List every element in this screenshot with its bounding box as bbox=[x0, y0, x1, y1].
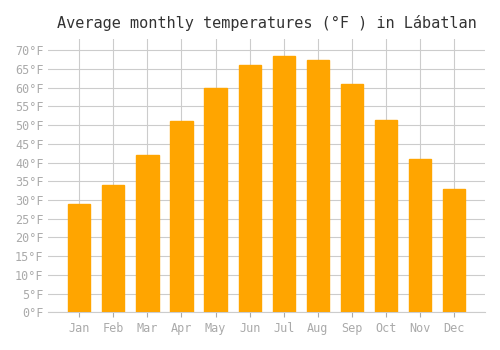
Bar bbox=[136, 155, 158, 312]
Bar bbox=[409, 159, 431, 312]
Bar bbox=[341, 84, 363, 312]
Bar bbox=[375, 120, 397, 312]
Bar bbox=[68, 204, 90, 312]
Bar bbox=[443, 189, 465, 312]
Bar bbox=[272, 56, 295, 312]
Title: Average monthly temperatures (°F ) in Lábatlan: Average monthly temperatures (°F ) in Lá… bbox=[57, 15, 476, 31]
Bar bbox=[238, 65, 260, 312]
Bar bbox=[204, 88, 227, 312]
Bar bbox=[170, 121, 192, 312]
Bar bbox=[306, 60, 329, 312]
Bar bbox=[102, 185, 124, 312]
